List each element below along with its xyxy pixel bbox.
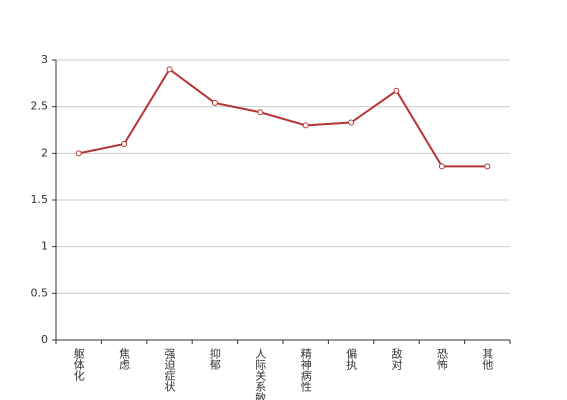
data-point: [484, 163, 491, 170]
x-tick-label: 偏执: [345, 347, 358, 371]
x-tick-label: 抑郁: [208, 347, 221, 370]
data-point: [393, 87, 400, 94]
y-tick-label: 1.5: [31, 193, 49, 206]
data-line: [78, 67, 488, 168]
y-tick-label: 3: [41, 53, 48, 66]
x-tick-label: 敌对: [390, 347, 403, 370]
y-tick-label: 2.5: [31, 100, 49, 113]
data-point: [75, 150, 82, 157]
y-tick-label: 0: [41, 333, 48, 346]
y-tick-label: 1: [41, 240, 48, 253]
x-tick-label: 焦虑: [118, 348, 131, 370]
x-tick-label: 其他: [481, 348, 494, 370]
data-point: [302, 122, 309, 129]
x-tick-label: 躯体化: [72, 348, 85, 382]
data-point: [166, 66, 173, 73]
x-tick-label: 强迫症状: [163, 348, 176, 392]
x-tick-label: 恐怖: [435, 348, 448, 370]
data-point: [211, 99, 218, 106]
data-point: [121, 141, 128, 147]
x-tick-label: 精神病性: [299, 348, 312, 393]
y-tick-label: 0.5: [31, 286, 49, 299]
x-tick-label: 人际关系敏感: [254, 348, 267, 400]
y-tick-label: 2: [41, 146, 48, 159]
data-point: [348, 119, 355, 126]
data-point: [257, 109, 264, 116]
data-point: [438, 163, 445, 170]
